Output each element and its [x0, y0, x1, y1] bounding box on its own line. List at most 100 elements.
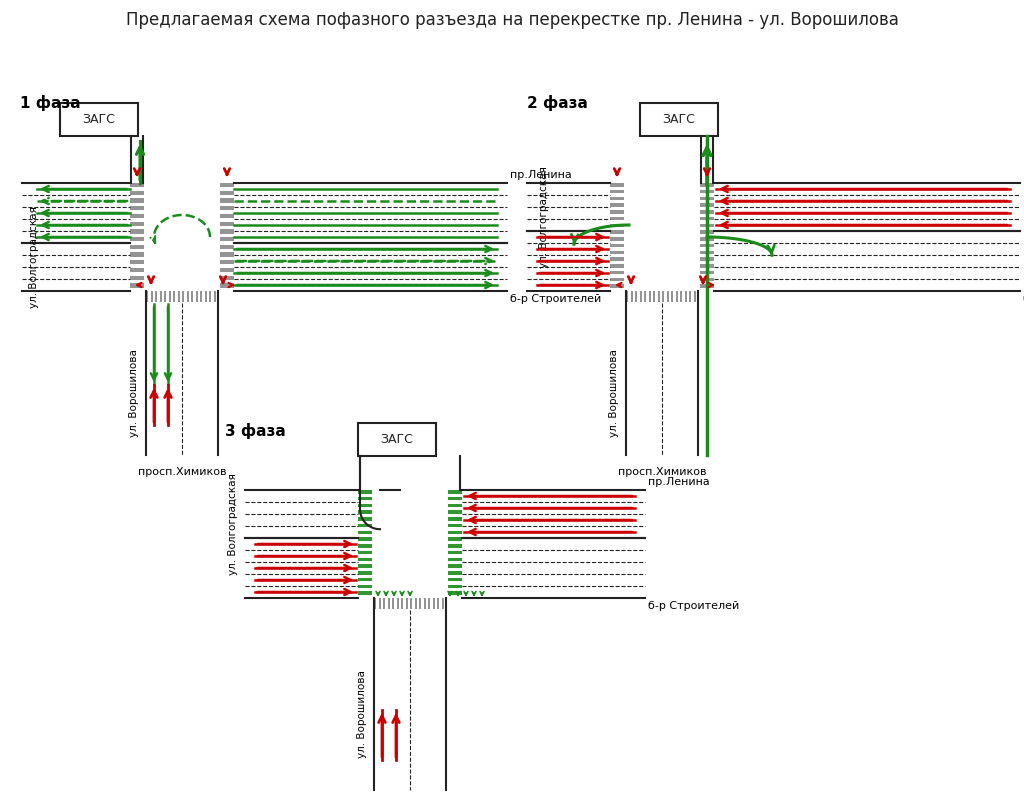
Bar — [449, 517, 462, 520]
Bar — [449, 531, 462, 534]
Bar — [610, 244, 624, 247]
Bar — [200, 291, 203, 302]
Bar — [410, 598, 413, 609]
Bar — [130, 222, 144, 226]
Bar — [205, 291, 207, 302]
Bar — [220, 260, 234, 265]
Bar — [640, 103, 718, 136]
Bar — [130, 245, 144, 249]
Bar — [449, 537, 462, 541]
Bar — [700, 223, 714, 227]
Text: ЗАГС: ЗАГС — [663, 113, 695, 126]
Bar — [358, 557, 372, 561]
Bar — [700, 183, 714, 186]
Bar — [358, 490, 372, 493]
Text: 1 фаза: 1 фаза — [20, 95, 81, 111]
Bar — [392, 598, 394, 609]
Text: б-р Строителей: б-р Строителей — [510, 294, 601, 304]
Bar — [130, 253, 144, 257]
Bar — [220, 283, 234, 288]
Bar — [209, 291, 212, 302]
Bar — [401, 598, 403, 609]
Bar — [220, 222, 234, 226]
Bar — [220, 198, 234, 202]
Bar — [449, 571, 462, 575]
Bar — [383, 598, 385, 609]
Bar — [358, 551, 372, 555]
Bar — [130, 214, 144, 218]
Bar — [358, 584, 372, 588]
Bar — [182, 291, 184, 302]
Bar — [700, 197, 714, 200]
Bar — [684, 291, 687, 302]
Bar — [449, 544, 462, 548]
Bar — [164, 291, 167, 302]
Text: пр.Ленина: пр.Ленина — [648, 477, 710, 487]
Bar — [610, 257, 624, 261]
Text: ЗАГС: ЗАГС — [381, 433, 414, 446]
Bar — [653, 291, 655, 302]
Text: ул. Волгоградская: ул. Волгоградская — [539, 166, 549, 268]
Bar — [700, 285, 714, 288]
Bar — [130, 230, 144, 234]
Bar — [676, 291, 678, 302]
Bar — [648, 291, 651, 302]
Bar — [358, 591, 372, 595]
Bar — [220, 237, 234, 241]
Bar — [449, 564, 462, 568]
Bar — [358, 510, 372, 514]
Bar — [424, 598, 426, 609]
Text: 3 фаза: 3 фаза — [225, 423, 286, 439]
Text: б-р Строителей: б-р Строителей — [648, 601, 739, 611]
Bar — [700, 203, 714, 207]
Bar — [610, 217, 624, 221]
Bar — [191, 291, 194, 302]
Bar — [449, 490, 462, 493]
Text: пр.Ленина: пр.Ленина — [510, 170, 571, 180]
Bar — [358, 504, 372, 507]
Bar — [220, 230, 234, 234]
Bar — [449, 591, 462, 595]
Bar — [130, 260, 144, 265]
Bar — [667, 291, 669, 302]
Bar — [610, 264, 624, 268]
Text: ул. Ворошилова: ул. Ворошилова — [357, 670, 367, 758]
Bar — [358, 571, 372, 575]
Bar — [196, 291, 198, 302]
Bar — [415, 598, 417, 609]
Bar — [358, 537, 372, 541]
Bar — [358, 544, 372, 548]
Bar — [700, 230, 714, 234]
Bar — [419, 598, 422, 609]
Bar — [610, 223, 624, 227]
Bar — [700, 271, 714, 274]
Bar — [396, 598, 399, 609]
Bar — [130, 206, 144, 210]
Bar — [60, 103, 138, 136]
Bar — [220, 276, 234, 280]
Bar — [220, 214, 234, 218]
Bar — [449, 497, 462, 501]
Bar — [610, 230, 624, 234]
Bar — [700, 264, 714, 268]
Bar — [130, 283, 144, 288]
Text: ЗАГС: ЗАГС — [83, 113, 116, 126]
Text: просп.Химиков: просп.Химиков — [617, 467, 707, 477]
Bar — [700, 244, 714, 247]
Bar — [610, 203, 624, 207]
Bar — [700, 250, 714, 254]
Bar — [406, 598, 408, 609]
Bar — [220, 253, 234, 257]
Bar — [173, 291, 175, 302]
Bar — [693, 291, 696, 302]
Bar — [631, 291, 633, 302]
Bar — [220, 183, 234, 187]
Bar — [689, 291, 691, 302]
Bar — [186, 291, 189, 302]
Text: просп.Химиков: просп.Химиков — [138, 467, 226, 477]
Bar — [700, 210, 714, 214]
Bar — [680, 291, 682, 302]
Bar — [626, 291, 629, 302]
Bar — [428, 598, 430, 609]
Bar — [220, 206, 234, 210]
